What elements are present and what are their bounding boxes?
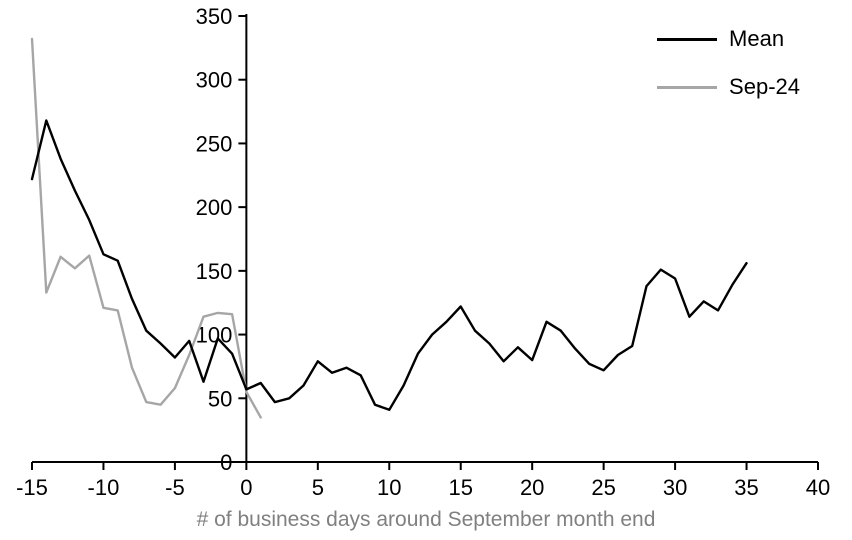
x-tick-label: -10 [88, 475, 120, 500]
x-tick-label: -15 [16, 475, 48, 500]
x-axis-title: # of business days around September mont… [196, 508, 656, 531]
x-tick-label: 0 [240, 475, 252, 500]
legend: Mean Sep-24 [657, 28, 800, 98]
y-tick-label: 50 [208, 386, 232, 411]
x-tick-label: 30 [663, 475, 687, 500]
x-tick-label: 15 [448, 475, 472, 500]
legend-item-sep24: Sep-24 [657, 76, 800, 98]
y-tick-label: 200 [196, 195, 233, 220]
y-tick-label: 150 [196, 259, 233, 284]
x-tick-label: 35 [734, 475, 758, 500]
mean-series-label: Mean [729, 26, 785, 51]
series-sep-24-line [30, 37, 262, 419]
x-tick-label: 10 [377, 475, 401, 500]
mean-line-swatch [657, 37, 718, 41]
x-tick-label: 40 [806, 475, 830, 500]
x-tick-label: 25 [591, 475, 615, 500]
sep24-series-label: Sep-24 [729, 74, 800, 99]
series-mean-line [30, 119, 748, 411]
legend-item-mean: Mean [657, 28, 800, 50]
x-axis-ticks: -15 -10 -5 0 5 10 15 20 25 30 35 40 [16, 462, 830, 500]
y-axis-ticks: 0 50 100 150 200 250 300 350 [196, 4, 247, 475]
y-tick-label: 100 [196, 323, 233, 348]
x-tick-label: 5 [312, 475, 324, 500]
y-tick-label: 0 [220, 450, 232, 475]
x-tick-label: -5 [165, 475, 185, 500]
x-tick-label: 20 [520, 475, 544, 500]
y-tick-label: 350 [196, 4, 233, 29]
y-tick-label: 300 [196, 68, 233, 93]
sep24-line-swatch [657, 85, 718, 89]
y-tick-label: 250 [196, 131, 233, 156]
